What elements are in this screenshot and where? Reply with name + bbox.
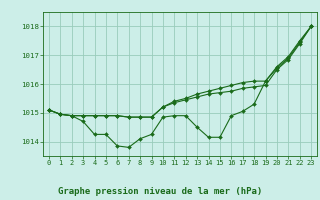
Text: Graphe pression niveau de la mer (hPa): Graphe pression niveau de la mer (hPa)	[58, 187, 262, 196]
